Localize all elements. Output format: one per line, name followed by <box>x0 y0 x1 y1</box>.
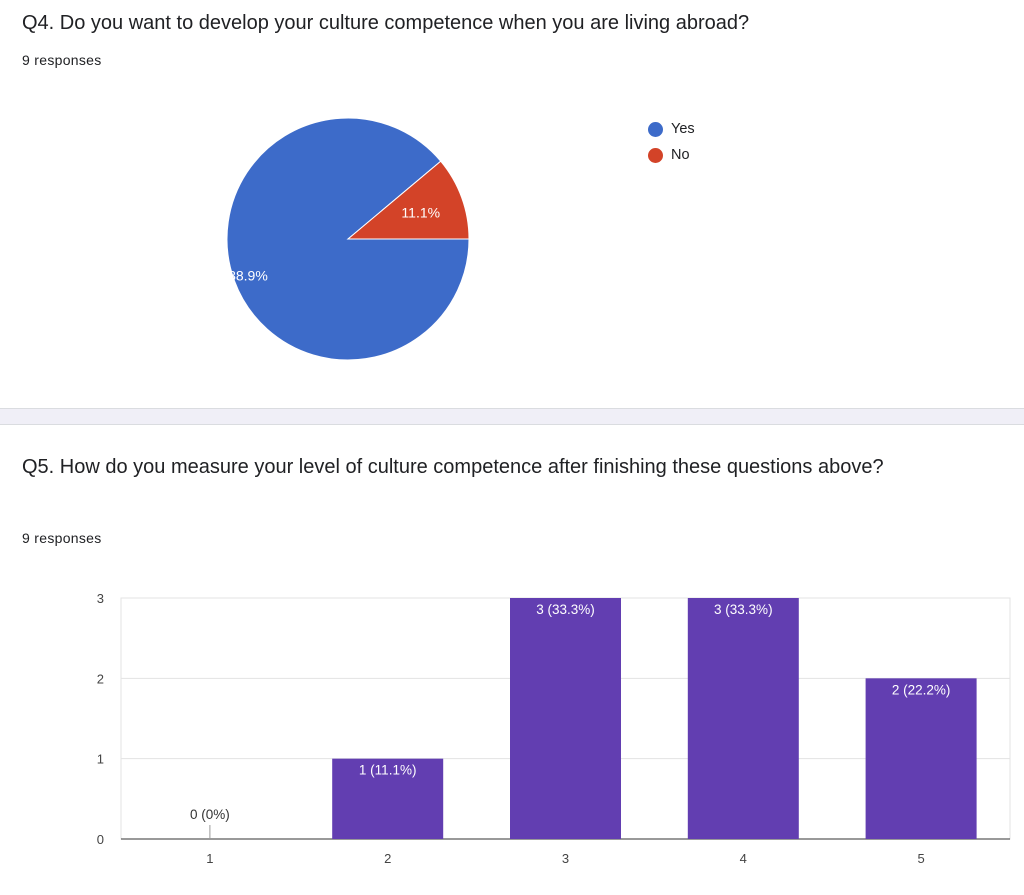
x-tick-label: 1 <box>206 851 213 866</box>
legend-item-yes[interactable]: Yes <box>648 116 695 142</box>
y-tick-label: 1 <box>97 752 104 767</box>
x-tick-label: 4 <box>740 851 747 866</box>
response-count: 9 responses <box>22 530 102 546</box>
response-count: 9 responses <box>22 52 102 68</box>
bar-label-5: 2 (22.2%) <box>892 682 951 697</box>
bar-label-4: 3 (33.3%) <box>714 602 773 617</box>
pie-slice-no[interactable] <box>346 160 470 240</box>
bar-label-2: 1 (11.1%) <box>359 763 417 778</box>
bar-5[interactable] <box>865 678 977 839</box>
y-tick-label: 0 <box>97 832 104 847</box>
section-divider <box>0 408 1024 425</box>
bar-label-1: 0 (0%) <box>190 807 230 822</box>
legend-marker-yes <box>648 121 663 137</box>
legend-label-no: No <box>671 147 690 163</box>
question-title: Q4. Do you want to develop your culture … <box>22 12 750 34</box>
x-tick-label: 3 <box>562 851 569 866</box>
bar-chart: 0 1 2 3 0 (0%) 1 1 (11.1%) 2 3 (33.3%) 3 3 (33.3%)… <box>97 591 1011 866</box>
bar-label-3: 3 (33.3%) <box>536 602 595 617</box>
legend-item-no[interactable]: No <box>648 142 695 168</box>
legend-label-yes: Yes <box>671 121 695 137</box>
y-tick-label: 3 <box>97 591 104 606</box>
bar-3[interactable] <box>510 598 621 839</box>
bar-4[interactable] <box>687 598 799 839</box>
x-tick-label: 5 <box>917 851 924 866</box>
x-tick-label: 2 <box>384 851 391 866</box>
y-tick-label: 2 <box>97 671 104 686</box>
pie-legend: Yes No <box>648 116 695 168</box>
pie-label-yes: 88.9% <box>228 267 268 283</box>
pie-chart: 88.9% 11.1% <box>226 117 470 361</box>
pie-label-no: 11.1% <box>401 205 440 221</box>
legend-marker-no <box>648 147 663 163</box>
question-title: Q5. How do you measure your level of cul… <box>22 456 884 478</box>
q4-card: Q4. Do you want to develop your culture … <box>0 0 1024 408</box>
bar-2[interactable] <box>332 758 444 839</box>
q5-card: Q5. How do you measure your level of cul… <box>0 425 1024 895</box>
